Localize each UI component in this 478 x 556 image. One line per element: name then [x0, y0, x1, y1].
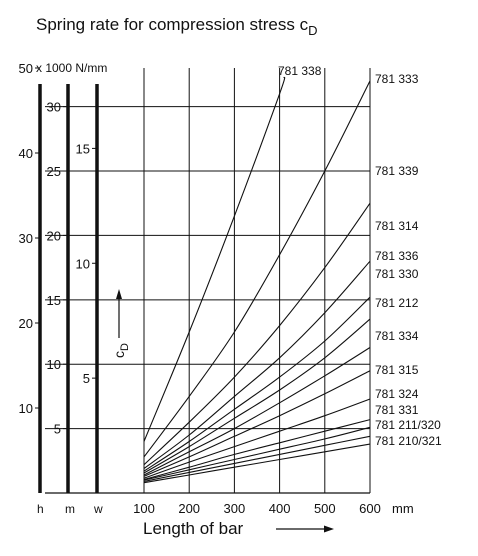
- scale-tick-label: 50: [19, 61, 33, 76]
- series-line: [143, 347, 371, 476]
- series-label: 781 315: [375, 363, 419, 377]
- series-line: [143, 202, 371, 466]
- series-line: [143, 435, 371, 482]
- x-tick-label: 300: [224, 501, 246, 516]
- scale-name-m: m: [65, 502, 75, 516]
- scale-tick-label: 5: [83, 371, 90, 386]
- series-line: [143, 426, 371, 481]
- scale-tick-label: 15: [76, 141, 90, 156]
- series-label: 781 211/320: [375, 418, 441, 432]
- series-label: 781 324: [375, 387, 419, 401]
- scale-name-h: h: [37, 502, 44, 516]
- y-unit-label: x 1000 N/mm: [36, 61, 107, 75]
- scale-tick-label: 30: [47, 100, 61, 115]
- series-line: [143, 398, 371, 479]
- chart-title: Spring rate for compression stress cD: [36, 15, 318, 38]
- cd-indicator-label: cD: [111, 343, 131, 358]
- scale-tick-label: 5: [54, 422, 61, 437]
- cd-indicator: cD: [111, 289, 131, 358]
- series-line: [143, 370, 371, 477]
- series-label: 781 333: [375, 72, 419, 86]
- x-axis: 100 200 300 400 500 600 mm: [133, 501, 414, 516]
- series-line: [143, 76, 286, 442]
- series-label: 781 331: [375, 403, 419, 417]
- scale-name-w: w: [93, 502, 103, 516]
- series-label: 781 330: [375, 267, 419, 281]
- scale-tick-label: 10: [76, 256, 90, 271]
- scale-tick-label: 15: [47, 293, 61, 308]
- series-label: 781 339: [375, 164, 419, 178]
- vertical-scales: h 10 20 30 40 50 m 5 10 15 20 25 30 w 5 10 15: [19, 61, 103, 516]
- scale-tick-label: 20: [19, 316, 33, 331]
- x-unit-label: mm: [392, 501, 414, 516]
- scale-tick-label: 30: [19, 231, 33, 246]
- x-tick-label: 100: [133, 501, 155, 516]
- scale-tick-label: 40: [19, 146, 33, 161]
- x-tick-label: 200: [178, 501, 200, 516]
- series-label: 781 210/321: [375, 434, 442, 448]
- series-line: [143, 80, 371, 458]
- series-line: [143, 419, 371, 481]
- x-axis-arrowhead: [324, 525, 334, 533]
- series-line: [143, 318, 371, 474]
- series-line: [143, 296, 371, 472]
- series-label: 781 212: [375, 296, 419, 310]
- series-line: [143, 260, 371, 469]
- series-label: 781 336: [375, 249, 419, 263]
- scale-tick-label: 20: [47, 228, 61, 243]
- series-line: [143, 443, 371, 484]
- series-curves: [143, 76, 371, 484]
- x-axis-label: Length of bar: [143, 519, 244, 538]
- scale-tick-label: 10: [47, 357, 61, 372]
- grid-lines: [45, 68, 371, 494]
- cd-indicator-arrowhead: [116, 289, 122, 299]
- x-tick-label: 600: [359, 501, 381, 516]
- x-axis-title: Length of bar: [143, 519, 334, 538]
- series-label: 781 338: [278, 64, 322, 78]
- series-labels: 781 338 781 333 781 339 781 314 781 336 781 3…: [278, 64, 442, 448]
- x-tick-label: 400: [269, 501, 291, 516]
- scale-tick-label: 10: [19, 401, 33, 416]
- scale-tick-label: 25: [47, 164, 61, 179]
- series-label: 781 334: [375, 329, 419, 343]
- x-tick-label: 500: [314, 501, 336, 516]
- series-label: 781 314: [375, 219, 419, 233]
